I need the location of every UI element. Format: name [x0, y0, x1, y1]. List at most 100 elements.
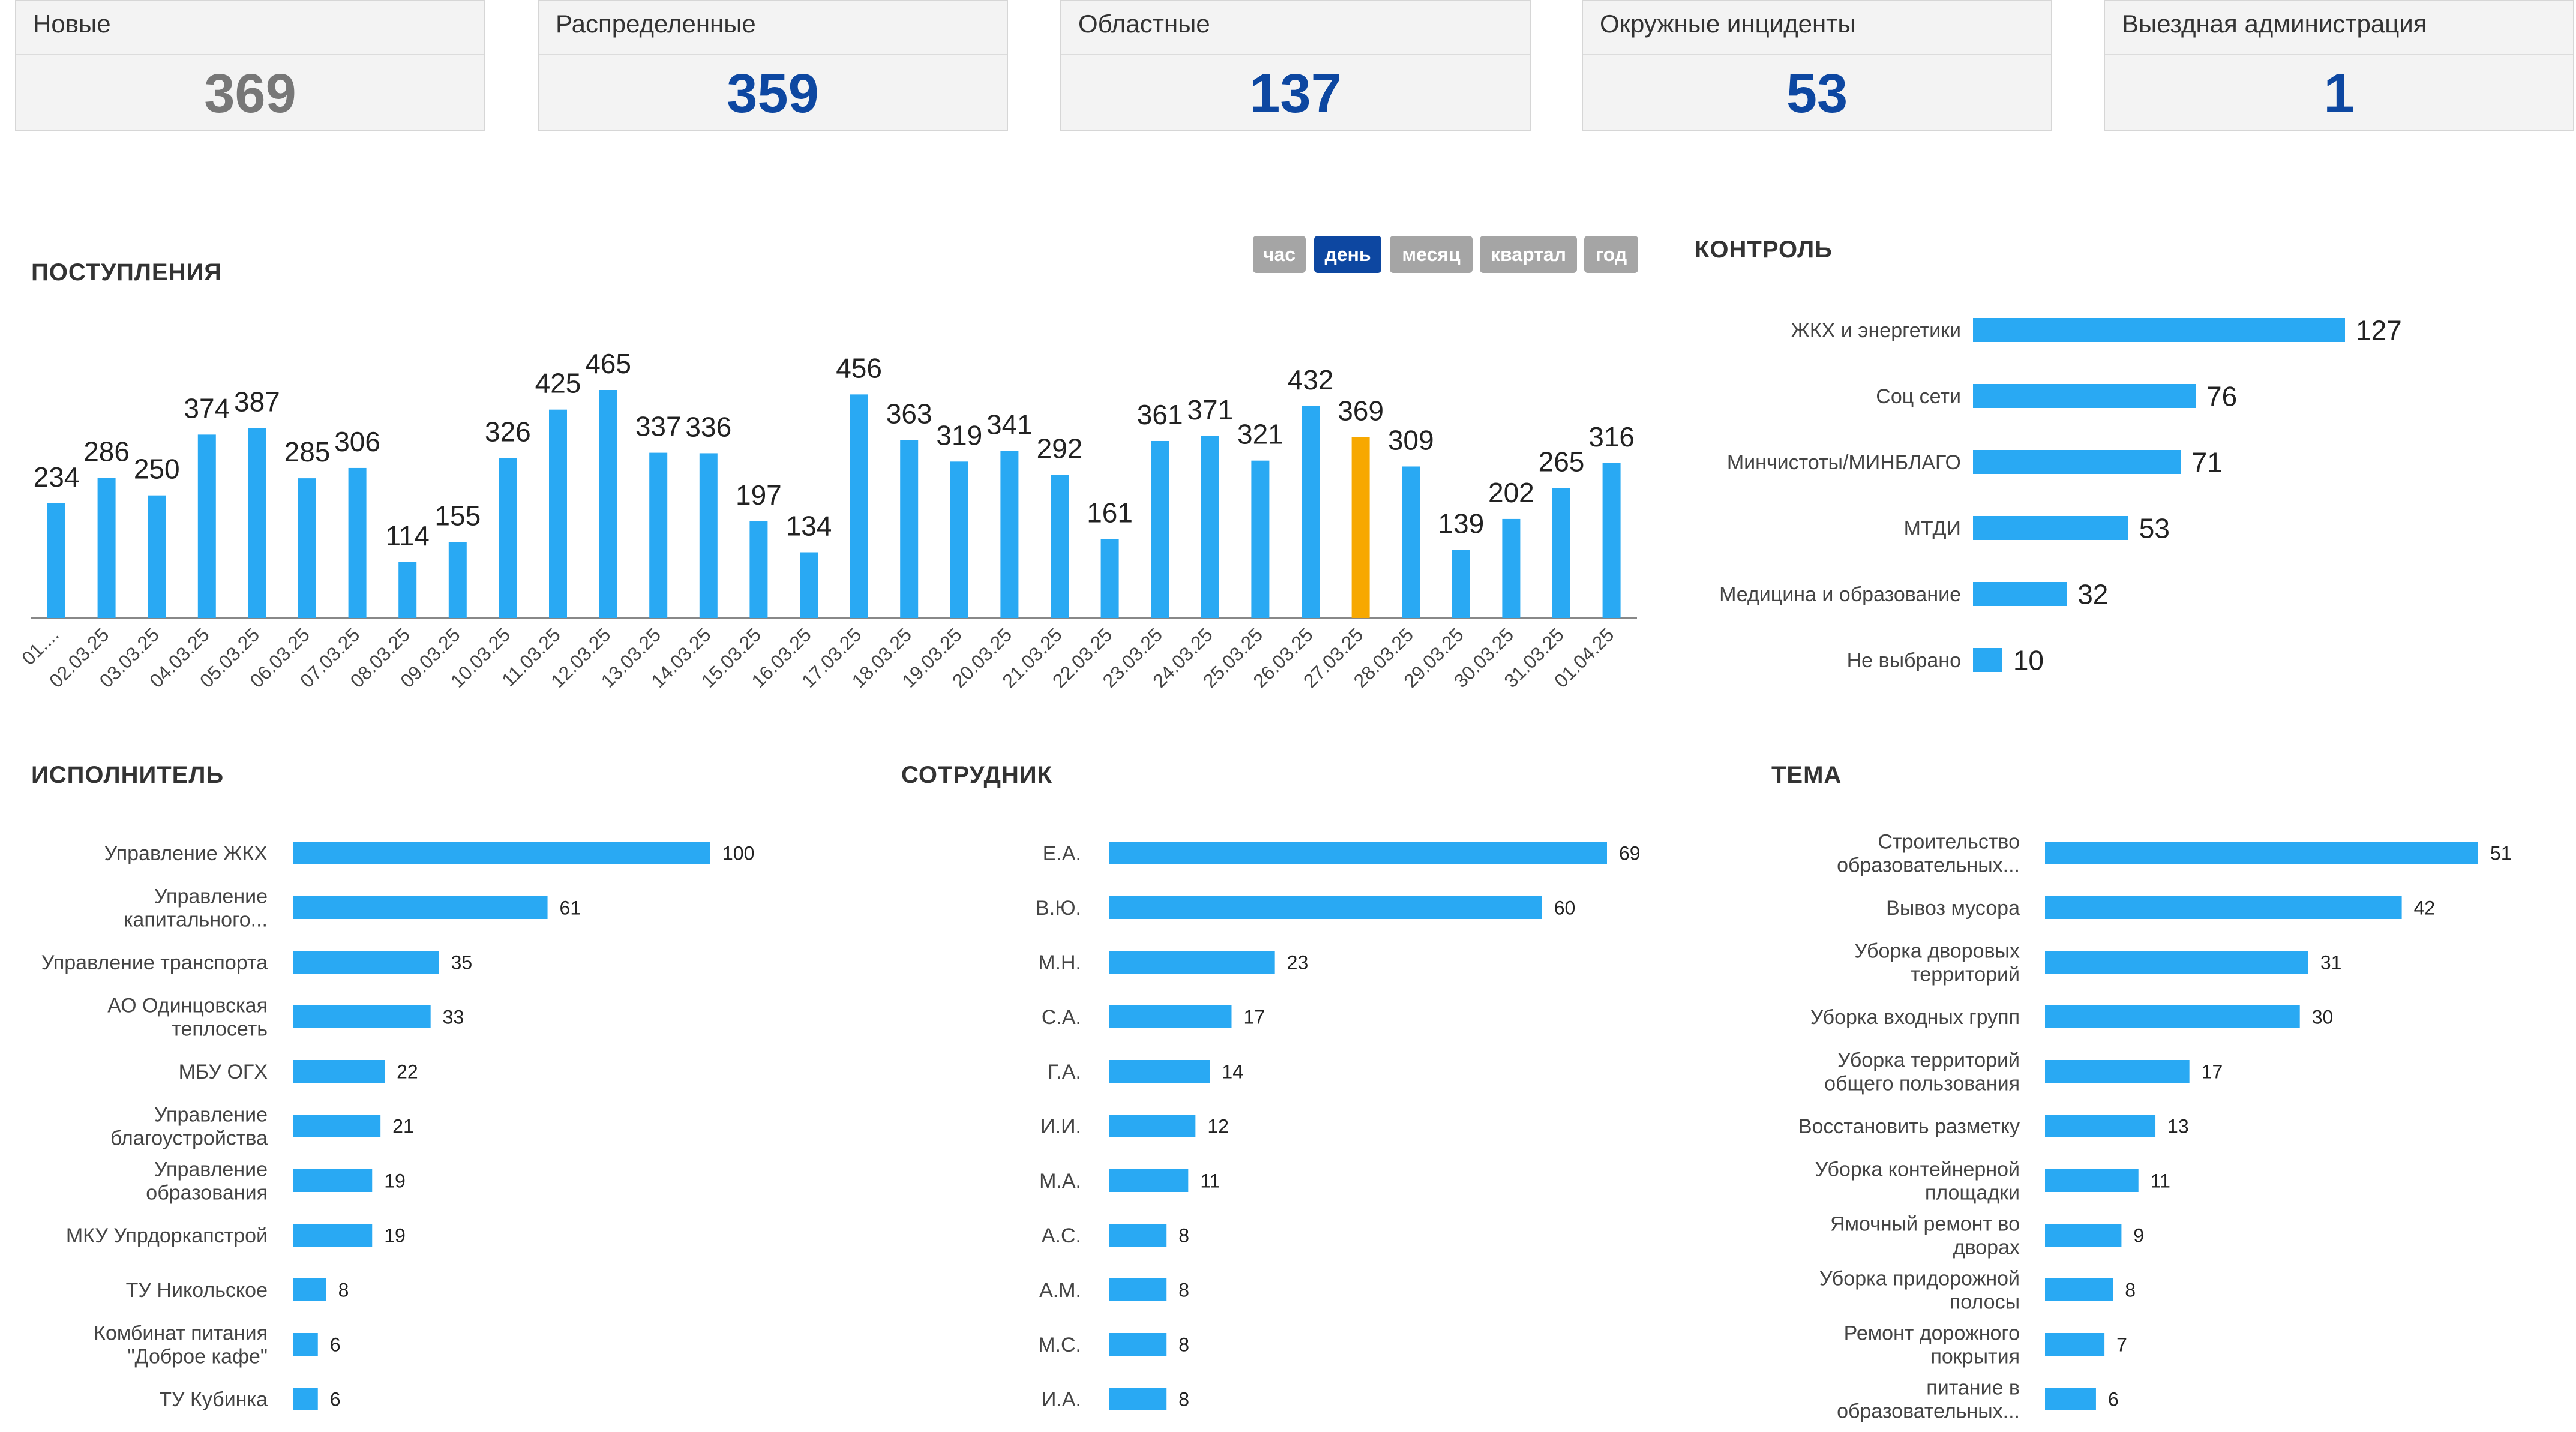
data-label: 60 [1554, 897, 1576, 919]
period-hour-button[interactable]: час [1253, 236, 1306, 273]
kpi-card-regional[interactable]: Областные 137 [1060, 0, 1531, 131]
bar [1201, 436, 1219, 618]
data-label: 19 [384, 1170, 406, 1192]
data-label: 8 [1178, 1334, 1189, 1356]
category-label: А.М. [1039, 1279, 1081, 1302]
data-label: 14 [1222, 1061, 1243, 1083]
kpi-value: 53 [1786, 63, 1848, 124]
category-label: Уборка входных групп [1810, 1006, 2020, 1029]
data-label: 71 [2192, 447, 2223, 478]
bar [499, 458, 517, 618]
kpi-card-field-administration[interactable]: Выездная администрация 1 [2104, 0, 2574, 131]
kpi-card-new[interactable]: Новые 369 [15, 0, 485, 131]
bar [1109, 1005, 1232, 1028]
category-label: Ремонт дорожного [1844, 1322, 2020, 1344]
bar [1000, 451, 1019, 618]
data-label: 7 [2116, 1334, 2127, 1356]
category-label: Управление транспорта [41, 951, 268, 974]
employee-title: СОТРУДНИК [901, 762, 1052, 788]
data-label: 8 [338, 1280, 349, 1301]
data-label: 316 [1588, 421, 1635, 452]
data-label: 8 [1178, 1225, 1189, 1247]
data-label: 11 [2151, 1170, 2170, 1192]
bar [850, 394, 868, 618]
control-bar-chart: 127 ЖКХ и энергетики 76 Соц сети 71 Минчистот… [1719, 315, 2402, 676]
bar [549, 409, 567, 618]
kpi-label: Выездная администрация [2122, 10, 2427, 38]
category-label: питание в [1926, 1376, 2020, 1399]
bar [1552, 488, 1570, 618]
data-label: 53 [2139, 513, 2170, 544]
kpi-value: 137 [1249, 63, 1342, 124]
bar [248, 428, 266, 618]
data-label: 10 [2013, 645, 2044, 676]
data-label: 371 [1187, 394, 1233, 425]
period-month-button[interactable]: месяц [1390, 236, 1473, 273]
bar [293, 896, 548, 919]
kpi-label: Областные [1078, 10, 1210, 38]
bar [1402, 466, 1420, 618]
bar [2045, 1333, 2105, 1356]
bar [47, 503, 65, 618]
period-year-button[interactable]: год [1584, 236, 1638, 273]
bar [2045, 1169, 2139, 1192]
data-label: 42 [2414, 897, 2436, 919]
data-label: 363 [886, 398, 932, 429]
topic-title: ТЕМА [1771, 762, 1842, 788]
data-label: 6 [2108, 1389, 2119, 1410]
kpi-value: 359 [727, 63, 819, 124]
kpi-card-distributed[interactable]: Распределенные 359 [538, 0, 1008, 131]
bar [1502, 518, 1521, 618]
bar [2045, 1060, 2190, 1083]
period-quarter-button[interactable]: квартал [1480, 236, 1577, 273]
bar [293, 1005, 431, 1028]
bar [2045, 1005, 2300, 1028]
kpi-label: Новые [33, 10, 111, 38]
data-label: 9 [2133, 1225, 2144, 1247]
data-label: 8 [1178, 1389, 1189, 1410]
data-label: 21 [392, 1116, 414, 1137]
category-label: Соц сети [1876, 385, 1961, 408]
data-label: 306 [334, 426, 380, 457]
bar [293, 1388, 318, 1410]
kpi-divider [1583, 54, 2051, 55]
bar [649, 452, 668, 618]
data-label: 321 [1237, 419, 1283, 450]
bar [1109, 1115, 1196, 1137]
kpi-divider [2105, 54, 2573, 55]
data-label: 22 [397, 1061, 418, 1083]
data-label: 309 [1388, 424, 1434, 455]
bar [293, 1224, 373, 1247]
data-label: 425 [535, 368, 581, 399]
category-label: ТУ Никольское [126, 1279, 268, 1302]
data-label: 61 [560, 897, 581, 919]
data-label: 69 [1619, 843, 1641, 864]
data-label: 234 [34, 461, 80, 493]
data-label: 456 [836, 352, 882, 383]
bar [197, 434, 216, 618]
category-label: полосы [1950, 1290, 2020, 1313]
data-label: 155 [434, 500, 481, 531]
data-label: 465 [585, 348, 631, 379]
bar [1151, 440, 1169, 618]
data-label: 17 [2202, 1061, 2223, 1083]
period-day-button[interactable]: день [1314, 236, 1381, 273]
bar [2045, 951, 2308, 974]
bar [97, 478, 116, 618]
data-label: 139 [1438, 508, 1484, 539]
category-label: В.Ю. [1036, 897, 1081, 920]
tick-label: 01.... [17, 623, 63, 669]
bar [1109, 1333, 1167, 1356]
bar [293, 951, 439, 974]
bar [2045, 1388, 2096, 1410]
category-label: Восстановить разметку [1798, 1115, 2020, 1138]
bar [448, 542, 467, 618]
bar [749, 521, 768, 618]
data-label: 35 [451, 952, 473, 974]
bar [2045, 842, 2478, 864]
kpi-card-district-incidents[interactable]: Окружные инциденты 53 [1582, 0, 2052, 131]
receipts-bar-chart: 23401....28602.03.2525003.03.2537404.03.… [17, 348, 1637, 692]
bar [1109, 896, 1542, 919]
category-label: ТУ Кубинка [159, 1388, 268, 1411]
